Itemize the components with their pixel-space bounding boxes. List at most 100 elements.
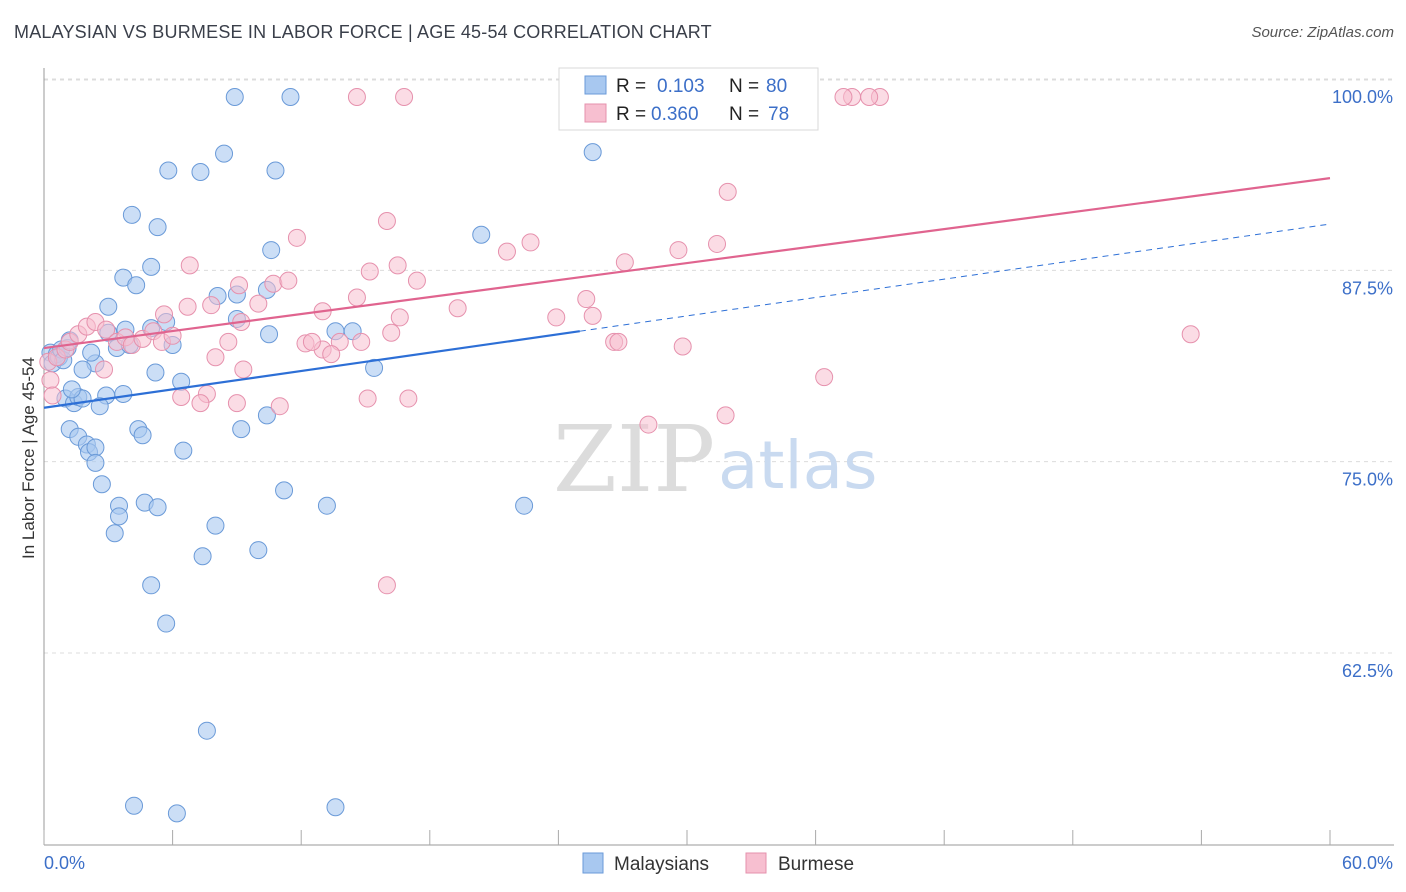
y-tick-label: 100.0%	[1332, 87, 1393, 107]
data-point-burmese	[521, 233, 540, 252]
series-legend: Malaysians Burmese	[582, 852, 854, 875]
data-point-malaysian	[142, 257, 161, 276]
data-point-burmese	[172, 388, 191, 407]
data-point-burmese	[377, 211, 396, 230]
data-point-burmese	[1181, 325, 1200, 344]
data-point-malaysian	[62, 380, 81, 399]
data-point-burmese	[322, 345, 341, 364]
legend-r-value: 0.103	[657, 76, 705, 97]
data-point-malaysian	[215, 144, 234, 163]
legend-n-value: 78	[768, 104, 789, 125]
data-point-malaysian	[262, 241, 281, 260]
data-point-burmese	[834, 88, 853, 106]
source-label: Source: ZipAtlas.com	[1251, 24, 1394, 41]
data-point-malaysian	[122, 205, 141, 224]
trend-line-malaysians	[43, 330, 580, 409]
data-point-burmese	[577, 290, 596, 309]
data-point-burmese	[270, 397, 289, 416]
data-point-burmese	[352, 332, 371, 351]
series-burmese	[39, 88, 1200, 595]
trend-lines	[43, 177, 1331, 409]
data-point-burmese	[97, 320, 116, 339]
data-point-burmese	[673, 337, 692, 356]
data-point-burmese	[302, 332, 321, 351]
data-point-malaysian	[167, 804, 186, 823]
y-tick-label: 62.5%	[1342, 661, 1393, 681]
data-point-burmese	[330, 332, 349, 351]
data-point-burmese	[230, 276, 249, 295]
legend-n-label: N =	[729, 76, 759, 97]
data-point-burmese	[191, 394, 210, 413]
data-point-burmese	[377, 576, 396, 595]
data-point-malaysian	[110, 507, 129, 526]
data-point-burmese	[95, 360, 114, 379]
trend-line-burmese	[43, 177, 1331, 350]
data-point-malaysian	[191, 163, 210, 182]
data-point-burmese	[708, 234, 727, 253]
data-point-burmese	[347, 288, 366, 307]
data-point-burmese	[358, 389, 377, 408]
correlation-legend: R = 0.103 N = 80 R = 0.360 N = 78	[558, 67, 819, 131]
data-point-burmese	[407, 271, 426, 290]
data-point-burmese	[279, 271, 298, 290]
data-point-malaysian	[583, 143, 602, 162]
data-point-malaysian	[249, 541, 268, 560]
data-point-malaysian	[86, 438, 105, 457]
data-point-malaysian	[99, 297, 118, 316]
data-point-malaysian	[326, 798, 345, 817]
data-point-burmese	[497, 242, 516, 261]
legend-swatch-malaysians	[584, 75, 607, 95]
data-point-burmese	[249, 294, 268, 313]
data-point-malaysian	[133, 426, 152, 445]
watermark: ZIP atlas	[553, 406, 878, 513]
data-point-burmese	[287, 228, 306, 247]
data-point-burmese	[609, 332, 628, 351]
data-point-malaysian	[260, 325, 279, 344]
data-point-burmese	[382, 323, 401, 342]
bottom-legend-swatch-malaysians	[582, 852, 604, 874]
data-point-burmese	[448, 299, 467, 318]
data-point-burmese	[155, 305, 174, 324]
bottom-legend-swatch-burmese	[745, 852, 767, 874]
legend-n-value: 80	[766, 76, 787, 97]
data-point-malaysian	[317, 496, 336, 515]
data-point-burmese	[234, 360, 253, 379]
legend-r-label: R =	[616, 104, 646, 125]
data-point-malaysian	[125, 796, 144, 815]
data-point-malaysian	[159, 161, 178, 180]
data-point-burmese	[180, 256, 199, 275]
data-point-burmese	[395, 88, 414, 106]
legend-r-label: R =	[616, 76, 646, 97]
data-point-malaysian	[148, 218, 167, 237]
data-point-burmese	[399, 389, 418, 408]
legend-n-label: N =	[729, 104, 759, 125]
data-point-malaysian	[515, 496, 534, 515]
y-tick-label: 87.5%	[1342, 278, 1393, 298]
y-tick-label: 75.0%	[1342, 470, 1393, 490]
watermark-zip: ZIP	[553, 406, 715, 513]
data-point-burmese	[41, 371, 60, 390]
y-tick-labels: 62.5% 75.0% 87.5% 100.0%	[1332, 87, 1393, 681]
data-point-malaysian	[281, 88, 300, 106]
data-point-malaysian	[86, 453, 105, 472]
series-malaysians	[41, 88, 602, 823]
data-point-malaysian	[90, 397, 109, 416]
data-point-malaysian	[146, 363, 165, 382]
chart-title: MALAYSIAN VS BURMESE IN LABOR FORCE | AG…	[14, 22, 712, 42]
data-point-malaysian	[472, 225, 491, 244]
data-point-burmese	[178, 297, 197, 316]
bottom-legend-label-malaysians: Malaysians	[614, 854, 709, 875]
data-point-burmese	[716, 406, 735, 425]
data-point-malaysian	[142, 576, 161, 595]
legend-r-value: 0.360	[651, 104, 699, 125]
trend-line-malaysians-extension	[579, 223, 1331, 332]
data-point-burmese	[227, 394, 246, 413]
data-point-burmese	[615, 253, 634, 272]
legend-swatch-burmese	[584, 103, 607, 123]
data-point-burmese	[202, 296, 221, 315]
data-point-burmese	[360, 262, 379, 281]
data-point-burmese	[860, 88, 879, 106]
data-point-malaysian	[114, 384, 133, 403]
data-point-burmese	[718, 182, 737, 201]
